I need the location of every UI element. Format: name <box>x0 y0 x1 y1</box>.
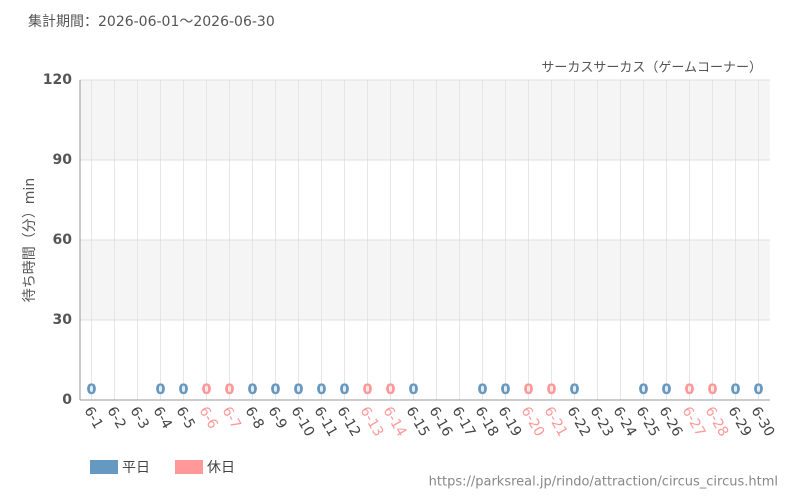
y-tick-label: 90 <box>53 152 73 168</box>
legend-label: 平日 <box>122 460 150 476</box>
data-label: 0 <box>271 382 281 398</box>
data-label: 0 <box>708 382 718 398</box>
x-tick-label: 6-16 <box>426 404 456 440</box>
x-tick-label: 6-23 <box>587 404 617 440</box>
data-label: 0 <box>294 382 304 398</box>
data-label: 0 <box>179 382 189 398</box>
chart-subtitle: サーカスサーカス（ゲームコーナー） <box>541 61 762 76</box>
x-tick-label: 6-26 <box>656 404 686 440</box>
data-label: 0 <box>478 382 488 398</box>
data-label: 0 <box>340 382 350 398</box>
data-label: 0 <box>731 382 741 398</box>
x-tick-label: 6-9 <box>265 404 290 432</box>
x-tick-label: 6-27 <box>679 404 709 440</box>
data-label: 0 <box>225 382 235 398</box>
x-tick-label: 6-4 <box>150 404 175 432</box>
x-tick-label: 6-28 <box>702 404 732 440</box>
data-label: 0 <box>202 382 212 398</box>
data-label: 0 <box>524 382 534 398</box>
data-label: 0 <box>363 382 373 398</box>
x-tick-label: 6-12 <box>334 404 364 440</box>
y-tick-label: 60 <box>53 232 73 248</box>
data-label: 0 <box>87 382 97 398</box>
x-tick-label: 6-20 <box>518 404 548 440</box>
data-label: 0 <box>248 382 258 398</box>
x-tick-label: 6-10 <box>288 404 318 440</box>
data-label: 0 <box>662 382 672 398</box>
x-tick-label: 6-8 <box>242 404 267 432</box>
data-label: 0 <box>639 382 649 398</box>
grid-band <box>80 240 770 320</box>
data-label: 0 <box>501 382 511 398</box>
data-label: 0 <box>409 382 419 398</box>
x-tick-label: 6-3 <box>127 404 152 432</box>
data-label: 0 <box>685 382 695 398</box>
x-tick-label: 6-24 <box>610 404 640 440</box>
legend-swatch <box>90 460 118 474</box>
x-tick-label: 6-21 <box>541 404 571 440</box>
data-label: 0 <box>386 382 396 398</box>
x-tick-label: 6-6 <box>196 404 221 432</box>
x-tick-label: 6-7 <box>219 404 244 432</box>
x-tick-label: 6-19 <box>495 404 525 440</box>
x-tick-label: 6-5 <box>173 404 198 432</box>
x-tick-label: 6-13 <box>357 404 387 440</box>
grid-band <box>80 80 770 160</box>
x-tick-label: 6-25 <box>633 404 663 440</box>
data-label: 0 <box>156 382 166 398</box>
x-tick-label: 6-18 <box>472 404 502 440</box>
x-tick-label: 6-1 <box>81 404 106 432</box>
x-tick-label: 6-29 <box>725 404 755 440</box>
footer-url: https://parksreal.jp/rindo/attraction/ci… <box>429 475 778 490</box>
x-tick-label: 6-2 <box>104 404 129 432</box>
chart-title: 集計期間：2026-06-01～2026-06-30 <box>28 13 275 30</box>
x-tick-label: 6-17 <box>449 404 479 440</box>
x-tick-label: 6-11 <box>311 404 341 440</box>
y-tick-label: 30 <box>53 312 73 328</box>
y-axis-label: 待ち時間（分）min <box>22 178 38 302</box>
legend-swatch <box>175 460 203 474</box>
legend-label: 休日 <box>207 460 235 476</box>
x-tick-label: 6-14 <box>380 404 410 440</box>
data-label: 0 <box>547 382 557 398</box>
data-label: 0 <box>317 382 327 398</box>
y-tick-label: 0 <box>62 392 72 408</box>
y-tick-label: 120 <box>43 72 72 88</box>
x-tick-label: 6-30 <box>748 404 778 440</box>
data-label: 0 <box>754 382 764 398</box>
x-tick-label: 6-22 <box>564 404 594 440</box>
x-tick-label: 6-15 <box>403 404 433 440</box>
data-label: 0 <box>570 382 580 398</box>
